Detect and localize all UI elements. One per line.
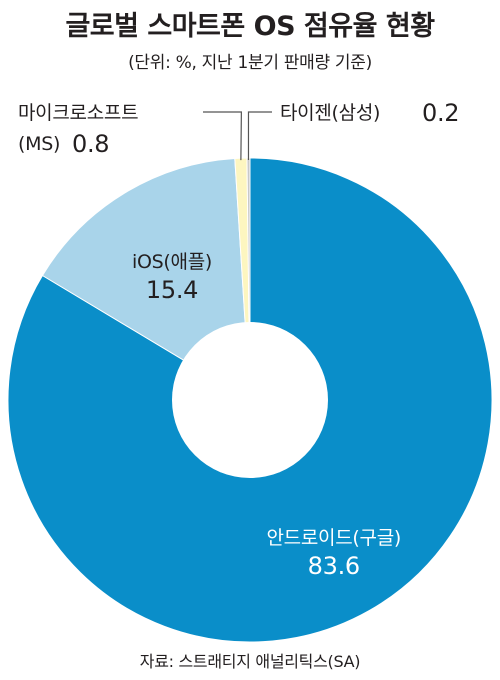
chart-subtitle: (단위: %, 지난 1분기 판매량 기준) bbox=[128, 53, 372, 73]
callout-value-tizen: 0.2 bbox=[422, 99, 459, 127]
chart-title: 글로벌 스마트폰 OS 점유율 현황 bbox=[65, 11, 435, 42]
pie-slice-ios bbox=[41, 157, 251, 401]
callout-label-tizen: 타이젠(삼성) bbox=[280, 102, 380, 124]
donut-hole bbox=[172, 322, 328, 478]
slice-value-android: 83.6 bbox=[308, 552, 360, 580]
slice-value-ios: 15.4 bbox=[146, 276, 198, 304]
slice-label-android: 안드로이드(구글) bbox=[267, 527, 402, 549]
source-note: 자료: 스트래티지 애널리틱스(SA) bbox=[139, 652, 361, 671]
callout-line-tizen bbox=[247, 111, 272, 161]
callout-label-microsoft: 마이크로소프트 bbox=[18, 102, 138, 124]
callout-line-microsoft bbox=[203, 111, 242, 161]
slice-label-ios: iOS(애플) bbox=[132, 251, 212, 273]
callout-value-microsoft: 0.8 bbox=[72, 130, 109, 158]
callout-label-microsoft-abbr: (MS) bbox=[18, 133, 60, 155]
